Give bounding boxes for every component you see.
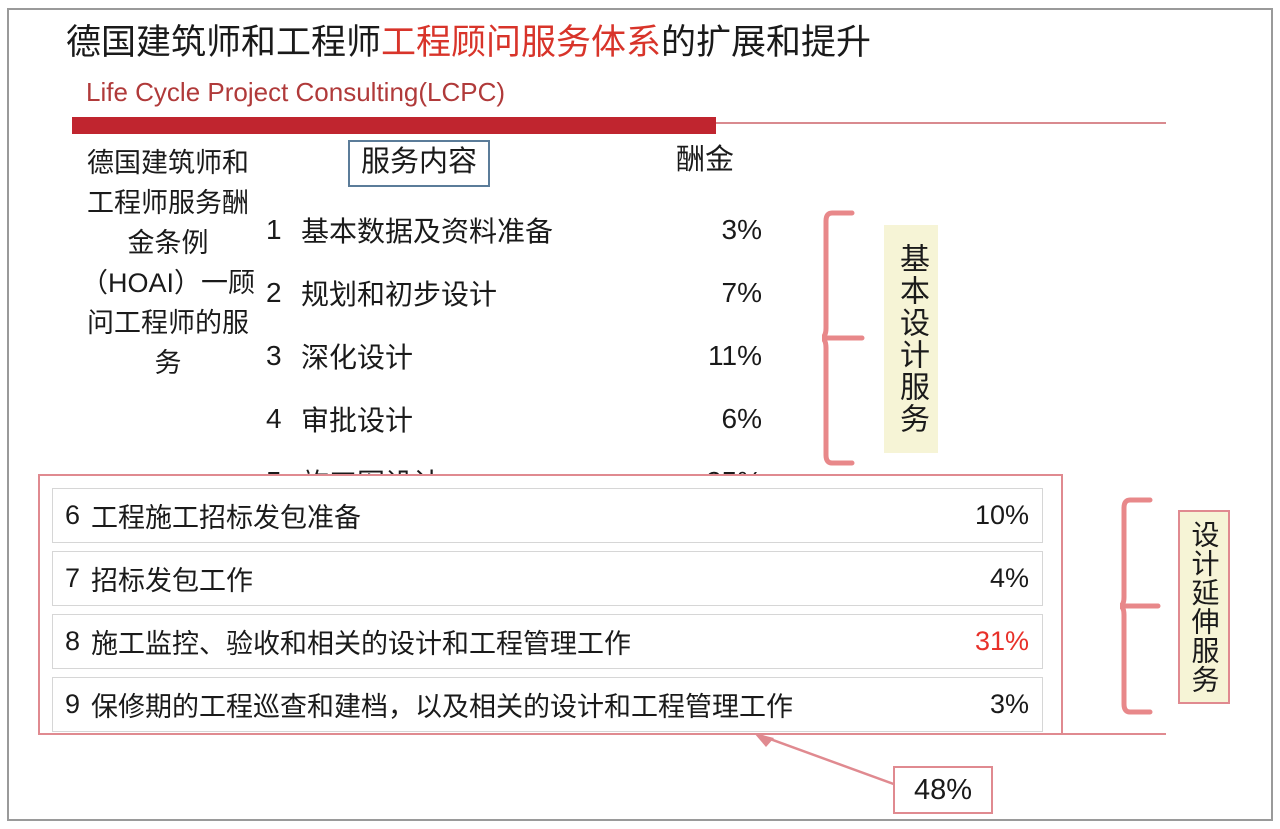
row-name: 工程施工招标发包准备: [91, 503, 362, 533]
row-fee: 11%: [708, 339, 762, 371]
row-number: 8: [65, 626, 81, 656]
total-callout-badge: 48%: [893, 766, 993, 814]
list-item: 2 规划和初步设计 7%: [266, 261, 762, 324]
list-item: 3 深化设计 11%: [266, 324, 762, 387]
row-name: 基本数据及资料准备: [301, 215, 554, 247]
row-name: 深化设计: [301, 341, 414, 373]
extended-services-tag: 设计延伸服务: [1178, 510, 1230, 704]
extended-services-tag-label: 设计延伸服务: [1188, 520, 1220, 694]
row-name: 规划和初步设计: [301, 278, 498, 310]
row-name: 审批设计: [301, 404, 414, 436]
list-item: 1 基本数据及资料准备 3%: [266, 198, 762, 261]
basic-services-tag-label: 基本设计服务: [895, 243, 928, 435]
row-name: 保修期的工程巡查和建档，以及相关的设计和工程管理工作: [91, 692, 794, 722]
row-name: 施工监控、验收和相关的设计和工程管理工作: [91, 629, 632, 659]
list-item: 9 保修期的工程巡查和建档，以及相关的设计和工程管理工作 3%: [52, 677, 1043, 732]
extended-services-list: 6 工程施工招标发包准备 10% 7 招标发包工作 4% 8 施工监控、验收和相…: [52, 488, 1043, 732]
row-number: 3: [266, 339, 282, 371]
row-number: 2: [266, 276, 282, 308]
basic-services-list: 1 基本数据及资料准备 3% 2 规划和初步设计 7% 3 深化设计 11% 4…: [266, 198, 762, 513]
row-number: 6: [65, 500, 81, 530]
title-prefix: 德国建筑师和工程师: [66, 23, 382, 62]
row-number: 4: [266, 402, 282, 434]
row-fee: 10%: [974, 500, 1029, 530]
hoai-regulation-label: 德国建筑师和工程师服务酬金条例（HOAI）一顾问工程师的服务: [80, 148, 255, 378]
title-accent: 工程顾问服务体系: [381, 23, 662, 62]
list-item: 6 工程施工招标发包准备 10%: [52, 488, 1043, 543]
row-number: 7: [65, 563, 81, 593]
page-subtitle: Life Cycle Project Consulting(LCPC): [86, 77, 506, 107]
basic-services-brace-icon: [822, 210, 865, 466]
page-title: 德国建筑师和工程师工程顾问服务体系的扩展和提升: [66, 21, 871, 65]
row-fee: 3%: [989, 689, 1029, 719]
row-fee: 31%: [974, 626, 1029, 656]
list-item: 4 审批设计 6%: [266, 387, 762, 450]
row-fee: 4%: [989, 563, 1029, 593]
title-suffix: 的扩展和提升: [661, 23, 872, 62]
row-fee: 6%: [721, 402, 762, 434]
column-header-service: 服务内容: [348, 140, 491, 187]
row-fee: 3%: [721, 213, 762, 245]
row-number: 1: [266, 213, 282, 245]
extended-services-bottom-line: [1063, 733, 1166, 735]
title-rule-thin: [716, 122, 1166, 124]
column-header-fee: 酬金: [676, 144, 735, 176]
basic-services-tag: 基本设计服务: [884, 225, 938, 453]
row-name: 招标发包工作: [91, 566, 254, 596]
list-item: 7 招标发包工作 4%: [52, 551, 1043, 606]
row-fee: 7%: [721, 276, 762, 308]
title-rule-thick: [72, 117, 716, 134]
extended-services-brace-icon: [1120, 497, 1161, 715]
row-number: 9: [65, 689, 81, 719]
list-item: 8 施工监控、验收和相关的设计和工程管理工作 31%: [52, 614, 1043, 669]
